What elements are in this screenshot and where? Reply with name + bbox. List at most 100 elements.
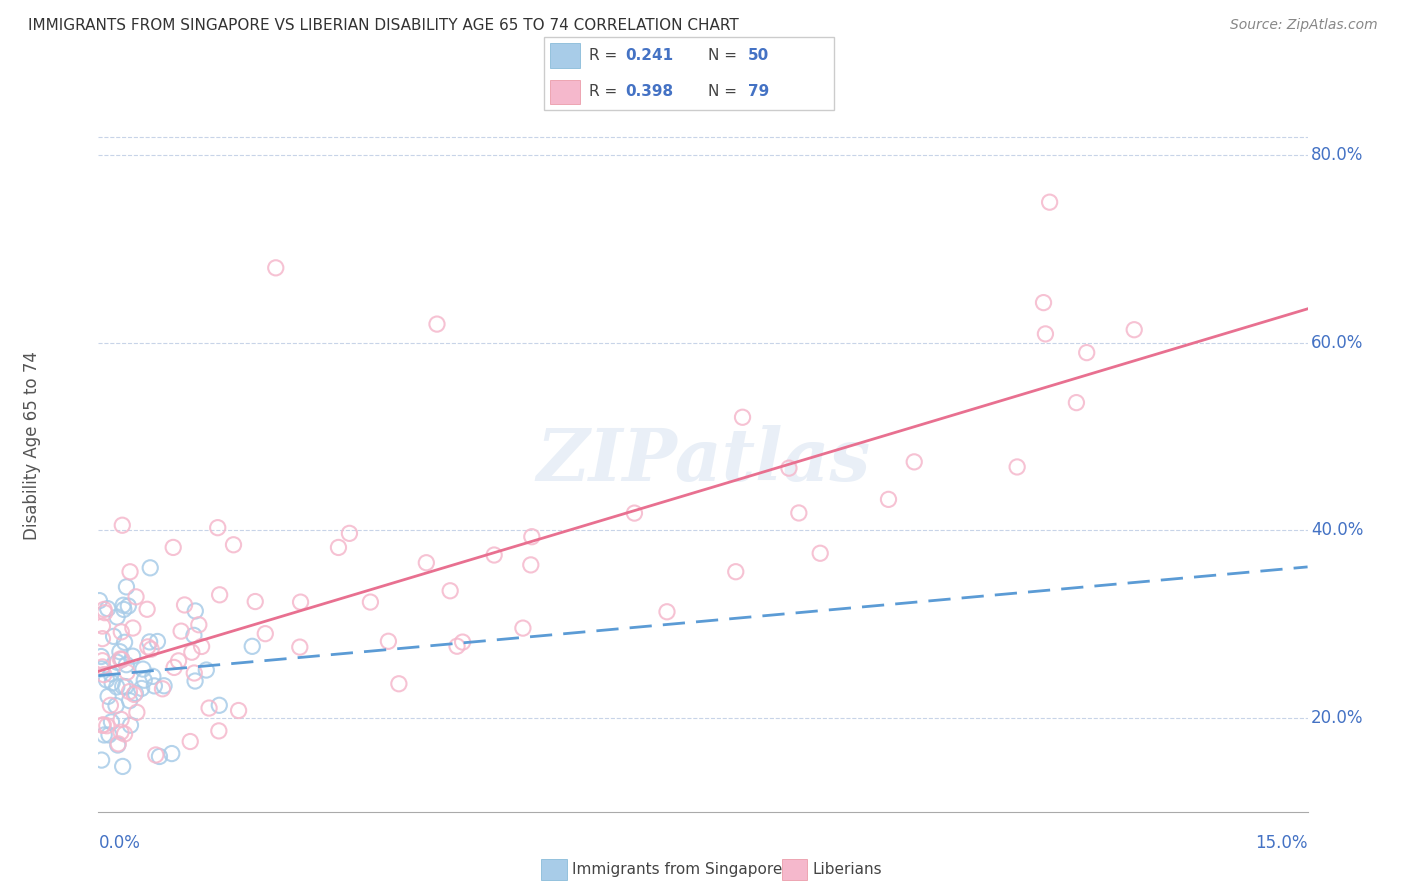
Point <box>245 594 267 608</box>
Point <box>163 660 186 674</box>
Text: Liberians: Liberians <box>813 863 883 877</box>
Point <box>90 649 112 664</box>
Point <box>100 698 122 713</box>
Point <box>114 635 136 649</box>
Point <box>328 541 350 555</box>
Point <box>118 565 141 579</box>
Point <box>115 580 138 594</box>
Point <box>94 606 117 620</box>
Point <box>117 599 139 613</box>
Point <box>148 749 170 764</box>
Point <box>183 665 205 680</box>
Text: 0.241: 0.241 <box>626 48 673 63</box>
Point <box>254 626 277 640</box>
Text: 50: 50 <box>748 48 769 63</box>
Point <box>787 506 810 520</box>
Point <box>136 640 159 654</box>
Point <box>139 561 162 575</box>
Point <box>512 621 534 635</box>
Point <box>111 679 134 693</box>
Point <box>120 718 142 732</box>
Point <box>170 624 193 639</box>
Point <box>114 680 136 694</box>
Point <box>91 654 114 668</box>
Point <box>111 759 134 773</box>
Point <box>93 602 115 616</box>
Point <box>96 673 118 687</box>
Point <box>131 681 153 696</box>
Point <box>103 629 125 643</box>
Point <box>110 652 132 666</box>
Point <box>90 753 112 767</box>
Point <box>110 725 132 739</box>
Point <box>145 747 167 762</box>
Point <box>100 714 122 729</box>
Point <box>104 698 127 713</box>
Point <box>97 690 120 704</box>
Point <box>426 317 449 331</box>
Point <box>112 599 135 613</box>
Point <box>520 530 543 544</box>
Point <box>808 546 831 560</box>
Text: 0.0%: 0.0% <box>98 834 141 852</box>
Point <box>115 665 138 680</box>
Point <box>162 541 184 555</box>
Point <box>89 593 111 607</box>
Point <box>187 617 209 632</box>
Point <box>207 521 229 535</box>
Point <box>153 679 176 693</box>
Point <box>339 526 361 541</box>
Point <box>183 628 205 642</box>
Point <box>228 704 250 718</box>
Point <box>1076 345 1098 359</box>
Text: 79: 79 <box>748 84 769 99</box>
Point <box>139 642 162 657</box>
Point <box>439 583 461 598</box>
Text: Source: ZipAtlas.com: Source: ZipAtlas.com <box>1230 18 1378 32</box>
Point <box>208 698 231 713</box>
Point <box>180 645 202 659</box>
Point <box>198 701 221 715</box>
Point <box>623 506 645 520</box>
Point <box>1066 395 1088 409</box>
Text: R =: R = <box>589 48 621 63</box>
Point <box>184 604 207 618</box>
Point <box>208 588 231 602</box>
Point <box>97 601 120 615</box>
Point <box>111 653 134 667</box>
Point <box>107 738 129 752</box>
Point <box>446 639 468 653</box>
Point <box>93 667 115 681</box>
Point <box>195 663 218 677</box>
Point <box>122 688 145 702</box>
Point <box>1123 323 1146 337</box>
Point <box>132 662 155 676</box>
Point <box>143 679 166 693</box>
Point <box>115 657 138 672</box>
Point <box>118 694 141 708</box>
Point <box>105 610 128 624</box>
Point <box>388 677 411 691</box>
Point <box>112 602 135 616</box>
Point <box>125 590 148 604</box>
Point <box>152 681 174 696</box>
Text: 60.0%: 60.0% <box>1312 334 1364 351</box>
Point <box>1035 326 1057 341</box>
Point <box>222 538 245 552</box>
Point <box>107 737 129 751</box>
Text: N =: N = <box>709 84 742 99</box>
Point <box>110 713 132 727</box>
Text: N =: N = <box>709 48 742 63</box>
Point <box>1039 195 1062 210</box>
Point <box>240 640 263 654</box>
Text: 40.0%: 40.0% <box>1312 522 1364 540</box>
Point <box>190 640 212 654</box>
Text: R =: R = <box>589 84 621 99</box>
Point <box>124 686 146 700</box>
Point <box>105 680 128 694</box>
Point <box>208 723 231 738</box>
Text: Immigrants from Singapore: Immigrants from Singapore <box>572 863 783 877</box>
Point <box>264 260 287 275</box>
Point <box>91 619 114 633</box>
Bar <box>550 44 579 68</box>
